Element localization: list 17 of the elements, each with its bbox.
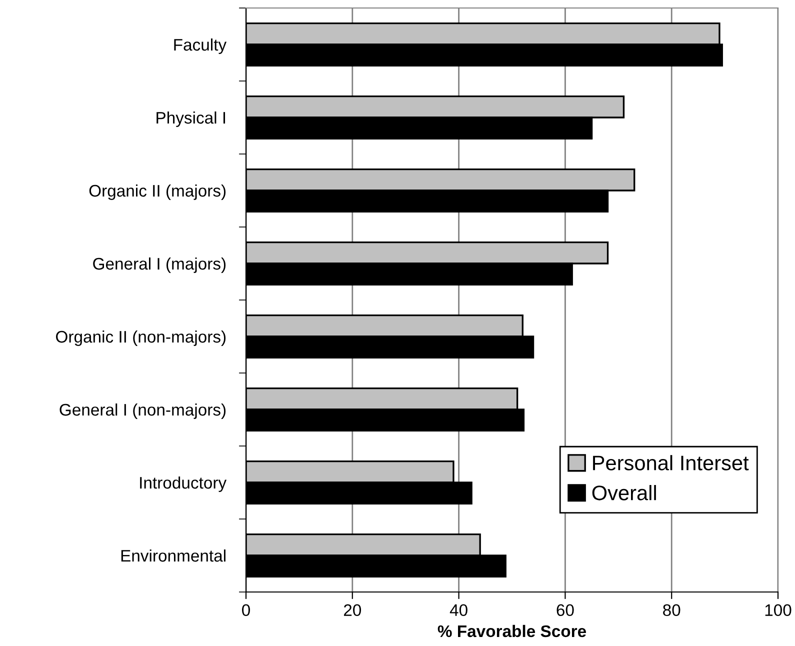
x-axis-title: % Favorable Score [438, 624, 586, 638]
y-tick-label: General I (non-majors) [60, 403, 226, 419]
legend-label: Personal Interset [593, 455, 749, 470]
legend-label: Overall [592, 485, 656, 500]
y-tick-label: Physical I [156, 111, 226, 127]
y-tick-label: Organic II (majors) [89, 184, 226, 200]
x-tick-label: 0 [242, 604, 250, 616]
x-tick-label: 20 [344, 604, 362, 616]
y-tick-label: Faculty [174, 38, 227, 54]
x-tick-label: 40 [450, 604, 468, 616]
y-tick-label: General I (majors) [93, 257, 226, 273]
x-tick-label: 80 [663, 604, 680, 616]
y-tick-label: Environmental [121, 549, 226, 562]
x-tick-label: 60 [556, 604, 574, 616]
y-tick-label: Introductory [140, 476, 227, 492]
y-tick-label: Organic II (non-majors) [56, 330, 226, 346]
x-tick-label: 100 [765, 604, 792, 616]
